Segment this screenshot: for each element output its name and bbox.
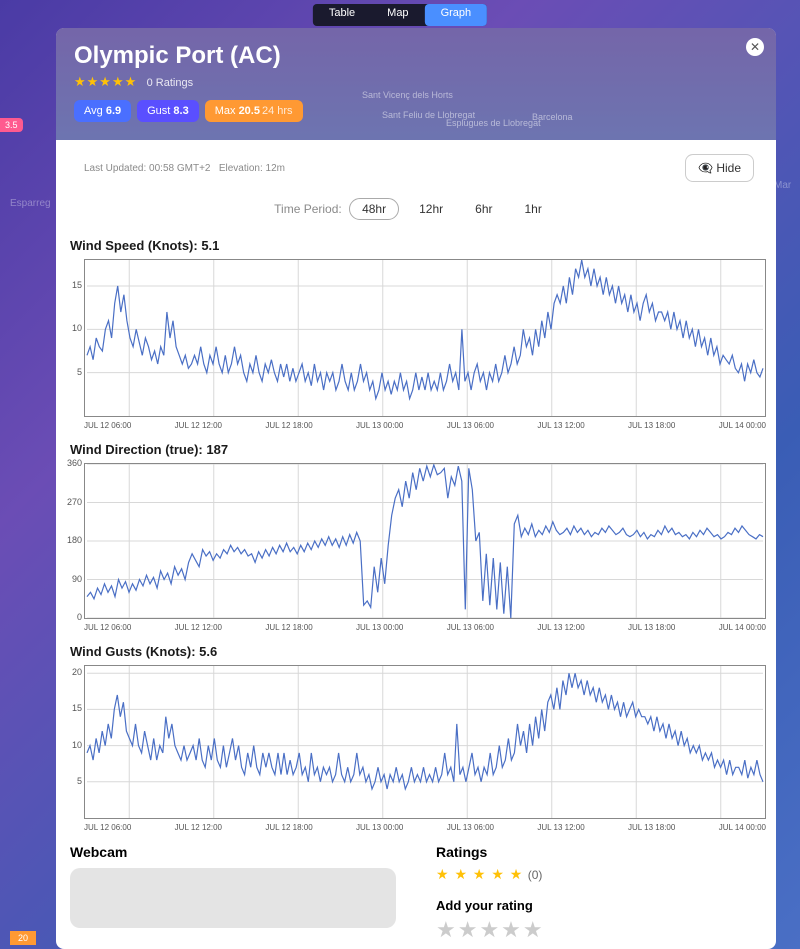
x-tick-label: JUL 13 12:00 xyxy=(537,421,584,430)
x-tick-label: JUL 14 00:00 xyxy=(719,421,766,430)
map-badge-bottom: 20 xyxy=(10,931,36,945)
chart-plot xyxy=(84,463,766,619)
x-tick-label: JUL 13 12:00 xyxy=(537,823,584,832)
ratings-heading: Ratings xyxy=(436,844,762,860)
map-place-label: Esparreg xyxy=(10,198,51,209)
x-tick-label: JUL 12 06:00 xyxy=(84,421,131,430)
chart-block: Wind Gusts (Knots): 5.65101520JUL 12 06:… xyxy=(66,644,766,832)
star-icon: ★ ★ ★ ★ ★ xyxy=(436,866,523,882)
chart-title: Wind Gusts (Knots): 5.6 xyxy=(70,644,766,659)
x-tick-label: JUL 13 18:00 xyxy=(628,421,675,430)
close-button[interactable]: ✕ xyxy=(746,38,764,56)
rating-input[interactable]: ★★★★★ xyxy=(436,917,762,943)
location-title: Olympic Port (AC) xyxy=(74,42,758,70)
x-tick-label: JUL 12 12:00 xyxy=(175,823,222,832)
panel-content: Last Updated: 00:58 GMT+2 Elevation: 12m… xyxy=(56,140,776,949)
avg-pill: Avg 6.9 xyxy=(74,100,131,122)
ratings-section: Ratings ★ ★ ★ ★ ★ (0) Add your rating ★★… xyxy=(436,844,762,943)
star-icon: ★★★★★ xyxy=(74,74,137,89)
webcam-section: Webcam xyxy=(70,844,396,943)
max-pill: Max 20.524 hrs xyxy=(205,100,303,122)
x-tick-label: JUL 12 12:00 xyxy=(175,421,222,430)
meta-text: Last Updated: 00:58 GMT+2 Elevation: 12m xyxy=(84,163,285,174)
chart-block: Wind Speed (Knots): 5.151015JUL 12 06:00… xyxy=(66,238,766,430)
ratings-display: ★ ★ ★ ★ ★ (0) xyxy=(436,866,762,884)
x-tick-label: JUL 13 12:00 xyxy=(537,623,584,632)
map-place-label: Mar xyxy=(774,180,791,191)
x-tick-label: JUL 13 00:00 xyxy=(356,823,403,832)
period-12hr[interactable]: 12hr xyxy=(407,199,455,219)
period-6hr[interactable]: 6hr xyxy=(463,199,504,219)
ratings-count: (0) xyxy=(528,868,543,882)
period-1hr[interactable]: 1hr xyxy=(512,199,553,219)
webcam-placeholder[interactable] xyxy=(70,868,396,928)
x-tick-label: JUL 14 00:00 xyxy=(719,623,766,632)
ratings-count-text: 0 Ratings xyxy=(147,77,193,89)
x-tick-label: JUL 12 18:00 xyxy=(265,823,312,832)
x-tick-label: JUL 13 18:00 xyxy=(628,623,675,632)
x-tick-label: JUL 13 06:00 xyxy=(447,421,494,430)
hide-button[interactable]: 👁‍🗨 Hide xyxy=(685,154,754,182)
webcam-heading: Webcam xyxy=(70,844,396,860)
chart-plot xyxy=(84,665,766,819)
x-tick-label: JUL 12 18:00 xyxy=(265,623,312,632)
x-tick-label: JUL 13 00:00 xyxy=(356,623,403,632)
tab-graph[interactable]: Graph xyxy=(425,4,488,26)
x-tick-label: JUL 12 12:00 xyxy=(175,623,222,632)
period-48hr[interactable]: 48hr xyxy=(349,198,399,220)
x-tick-label: JUL 12 06:00 xyxy=(84,623,131,632)
bottom-section: Webcam Ratings ★ ★ ★ ★ ★ (0) Add your ra… xyxy=(66,844,766,943)
map-badge: 3.5 xyxy=(0,118,23,132)
gust-pill: Gust 8.3 xyxy=(137,100,199,122)
x-tick-label: JUL 14 00:00 xyxy=(719,823,766,832)
x-tick-label: JUL 12 18:00 xyxy=(265,421,312,430)
summary-pills: Avg 6.9 Gust 8.3 Max 20.524 hrs xyxy=(74,100,758,122)
meta-row: Last Updated: 00:58 GMT+2 Elevation: 12m… xyxy=(66,140,766,192)
map-place-label: L'Hospitalet de Llobregat xyxy=(444,140,543,150)
tab-map[interactable]: Map xyxy=(371,4,424,26)
chart-block: Wind Direction (true): 187090180270360JU… xyxy=(66,442,766,632)
x-tick-label: JUL 13 06:00 xyxy=(447,823,494,832)
x-tick-label: JUL 13 00:00 xyxy=(356,421,403,430)
chart-plot xyxy=(84,259,766,417)
hero-header: Sant Vicenç dels HortsSant Feliu de Llob… xyxy=(56,28,776,140)
chart-title: Wind Direction (true): 187 xyxy=(70,442,766,457)
eye-off-icon: 👁‍🗨 xyxy=(698,161,713,175)
chart-title: Wind Speed (Knots): 5.1 xyxy=(70,238,766,253)
map-place-label: Sant Vicenç dels Horts xyxy=(362,90,453,100)
x-tick-label: JUL 13 18:00 xyxy=(628,823,675,832)
x-tick-label: JUL 12 06:00 xyxy=(84,823,131,832)
detail-panel: Sant Vicenç dels HortsSant Feliu de Llob… xyxy=(56,28,776,949)
x-tick-label: JUL 13 06:00 xyxy=(447,623,494,632)
period-label: Time Period: xyxy=(274,202,342,216)
rating-summary: ★★★★★ 0 Ratings xyxy=(74,74,758,90)
add-rating-heading: Add your rating xyxy=(436,898,762,913)
tab-table[interactable]: Table xyxy=(313,4,371,26)
view-tabs: Table Map Graph xyxy=(313,4,487,26)
time-period-row: Time Period: 48hr 12hr 6hr 1hr xyxy=(66,192,766,234)
